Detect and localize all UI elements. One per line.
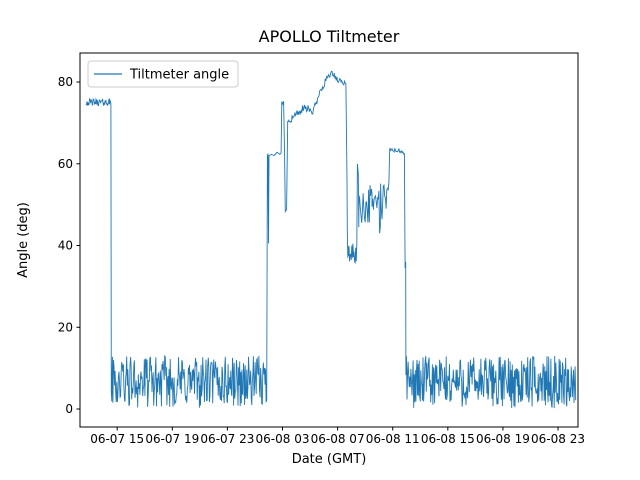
- y-tick-label: 60: [58, 157, 73, 171]
- x-axis-ticks: 06-07 15 06-07 19 06-07 23 06-08 03 06-08 07…: [90, 427, 585, 446]
- x-tick-label: 06-08 07: [311, 432, 365, 446]
- y-tick-label: 40: [58, 239, 73, 253]
- x-axis-label: Date (GMT): [292, 452, 367, 467]
- x-tick-label: 06-08 23: [531, 432, 585, 446]
- x-tick-label: 06-07 23: [200, 432, 254, 446]
- x-tick-label: 06-08 03: [256, 432, 310, 446]
- x-tick-label: 06-08 19: [476, 432, 530, 446]
- y-tick-label: 20: [58, 320, 73, 334]
- y-tick-label: 80: [58, 75, 73, 89]
- y-tick-label: 0: [65, 402, 73, 416]
- tiltmeter-angle-line: [85, 70, 577, 409]
- legend-label: Tiltmeter angle: [129, 68, 229, 83]
- x-tick-label: 06-08 15: [421, 432, 475, 446]
- y-axis-label: Angle (deg): [16, 202, 31, 278]
- x-tick-label: 06-07 19: [145, 432, 199, 446]
- legend: Tiltmeter angle: [87, 60, 239, 88]
- axes-spines: [79, 52, 579, 428]
- x-tick-label: 06-07 15: [90, 432, 144, 446]
- x-tick-label: 06-08 11: [366, 432, 420, 446]
- legend-frame: [87, 60, 239, 88]
- chart-title: APOLLO Tiltmeter: [259, 27, 400, 46]
- y-axis-ticks: 0 20 40 60 80: [58, 75, 80, 416]
